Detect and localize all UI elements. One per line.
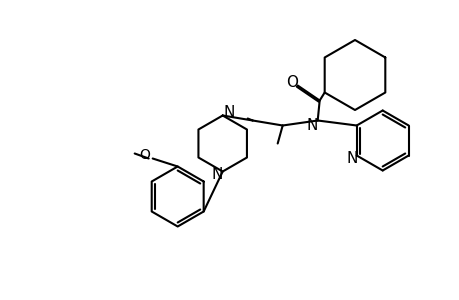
Text: N: N	[345, 151, 357, 166]
Text: O: O	[139, 148, 150, 161]
Text: N: N	[223, 105, 234, 120]
Text: N: N	[305, 118, 317, 133]
Text: N: N	[211, 167, 222, 182]
Text: O: O	[285, 75, 297, 90]
